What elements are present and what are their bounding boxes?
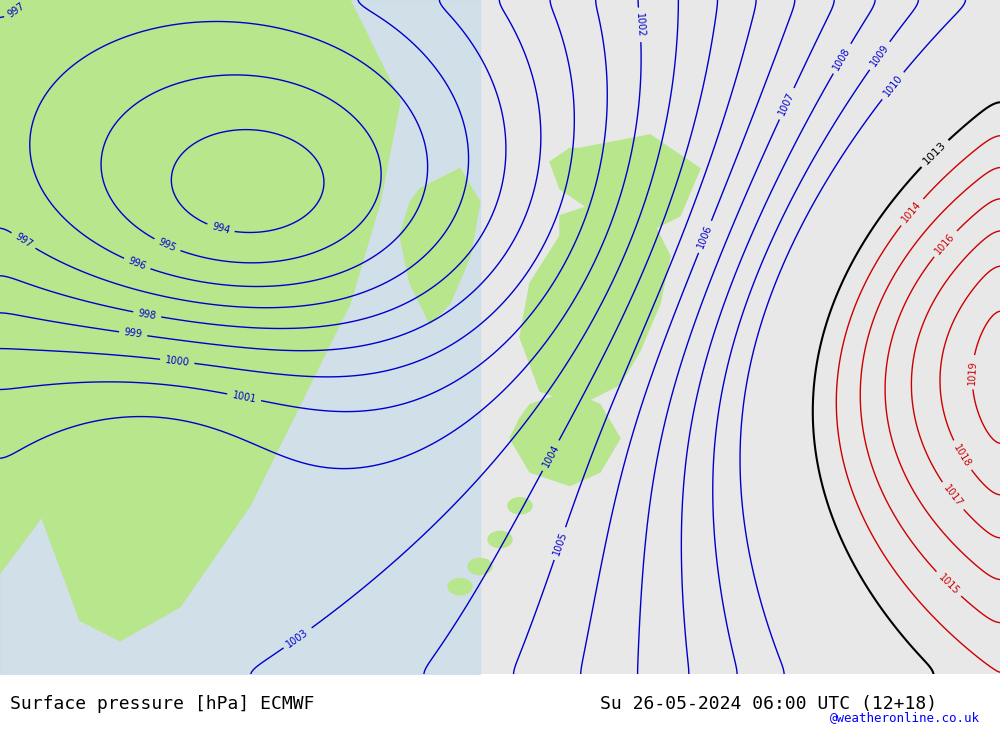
- Text: 1016: 1016: [933, 231, 957, 256]
- Circle shape: [488, 531, 512, 548]
- Text: 1005: 1005: [551, 530, 569, 557]
- Polygon shape: [510, 391, 620, 485]
- Polygon shape: [550, 135, 700, 236]
- Text: Surface pressure [hPa] ECMWF: Surface pressure [hPa] ECMWF: [10, 695, 314, 713]
- Text: 997: 997: [6, 1, 27, 19]
- Text: 1006: 1006: [696, 224, 714, 250]
- Text: 1003: 1003: [285, 627, 311, 649]
- Text: 1008: 1008: [831, 45, 852, 72]
- Text: 997: 997: [13, 232, 34, 250]
- Text: 995: 995: [157, 237, 178, 254]
- Polygon shape: [400, 169, 480, 324]
- Text: 998: 998: [137, 308, 157, 321]
- Polygon shape: [520, 202, 670, 405]
- Text: 999: 999: [123, 328, 143, 340]
- Text: 1004: 1004: [541, 443, 561, 468]
- Circle shape: [508, 498, 532, 514]
- Text: 1018: 1018: [951, 443, 973, 468]
- Text: 1019: 1019: [967, 360, 978, 385]
- Circle shape: [448, 578, 472, 594]
- Text: @weatheronline.co.uk: @weatheronline.co.uk: [830, 711, 980, 724]
- Text: 1007: 1007: [777, 90, 796, 117]
- Text: 1009: 1009: [868, 43, 891, 69]
- Text: 1001: 1001: [231, 390, 257, 405]
- Text: 994: 994: [211, 221, 231, 236]
- Text: 1014: 1014: [900, 199, 924, 224]
- Polygon shape: [0, 0, 320, 573]
- Text: Su 26-05-2024 06:00 UTC (12+18): Su 26-05-2024 06:00 UTC (12+18): [600, 695, 937, 713]
- Text: 996: 996: [127, 256, 148, 272]
- Text: 1017: 1017: [941, 483, 964, 509]
- Text: 1002: 1002: [634, 12, 646, 37]
- Circle shape: [468, 559, 492, 575]
- Text: 1013: 1013: [921, 140, 948, 167]
- Text: 1000: 1000: [165, 355, 190, 368]
- Polygon shape: [0, 0, 400, 641]
- Text: 1010: 1010: [881, 73, 904, 98]
- Text: 1015: 1015: [936, 572, 961, 597]
